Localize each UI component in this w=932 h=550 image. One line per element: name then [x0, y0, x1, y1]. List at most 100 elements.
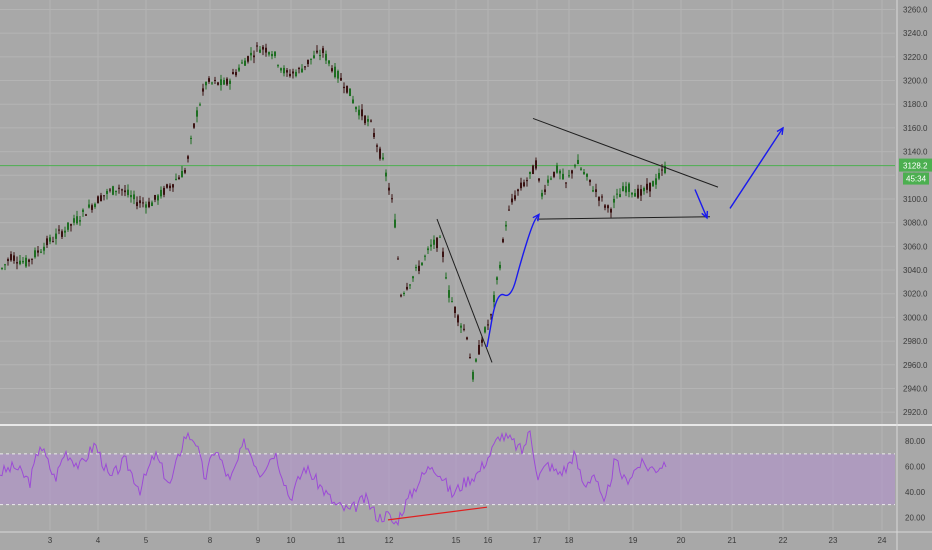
candle-body: [367, 118, 369, 122]
candle-body: [112, 186, 114, 195]
trendline[interactable]: [532, 117, 719, 188]
rsi-line[interactable]: [0, 430, 667, 527]
candle-body: [145, 204, 147, 208]
price-pane[interactable]: [0, 42, 895, 382]
time-tick-label: 22: [779, 536, 788, 545]
trendline[interactable]: [436, 218, 493, 363]
candle-body: [430, 244, 432, 247]
price-tick-label: 3200.0: [903, 77, 928, 86]
projection-arrow[interactable]: [694, 189, 708, 219]
candle-body: [664, 166, 666, 173]
candle-body: [385, 172, 387, 177]
candle-body: [397, 258, 399, 260]
candle-body: [19, 260, 21, 265]
candle-body: [121, 189, 123, 191]
candle-body: [502, 239, 504, 243]
candle-body: [520, 182, 522, 189]
trendline[interactable]: [536, 216, 711, 220]
candle-body: [400, 295, 402, 297]
candle-body: [622, 186, 624, 192]
candle-body: [373, 132, 375, 138]
candle-body: [655, 178, 657, 185]
price-tick-label: 3220.0: [903, 53, 928, 62]
candle-body: [580, 168, 582, 170]
rsi-tick-label: 40.00: [905, 488, 926, 497]
candle-body: [511, 198, 513, 203]
rsi-pane[interactable]: [0, 430, 895, 527]
candle-body: [418, 265, 420, 271]
candle-body: [610, 209, 612, 213]
candle-body: [67, 222, 69, 230]
candle-body: [190, 137, 192, 139]
candle-body: [151, 202, 153, 206]
candle-body: [274, 51, 276, 57]
candle-body: [346, 85, 348, 93]
candle-body: [79, 220, 81, 222]
candle-body: [253, 55, 255, 58]
candle-body: [364, 115, 366, 124]
candle-body: [361, 109, 363, 117]
candle-body: [493, 295, 495, 303]
candle-body: [109, 189, 111, 191]
candle-body: [409, 284, 411, 286]
candle-body: [115, 190, 117, 193]
candle-body: [508, 209, 510, 211]
candle-body: [538, 178, 540, 181]
candle-body: [124, 190, 126, 193]
candle-body: [586, 173, 588, 177]
candle-body: [175, 178, 177, 180]
current-price-tag: [899, 158, 932, 172]
candle-body: [595, 189, 597, 192]
candle-body: [457, 315, 459, 323]
candle-body: [517, 189, 519, 192]
candle-body: [169, 185, 171, 189]
rsi-tick-label: 80.00: [905, 437, 926, 446]
candle-body: [202, 88, 204, 92]
candle-body: [646, 183, 648, 190]
candle-body: [64, 230, 66, 233]
candle-body: [496, 277, 498, 280]
candle-body: [7, 259, 9, 262]
candle-body: [571, 170, 573, 174]
price-tick-label: 3100.0: [903, 195, 928, 204]
candle-body: [235, 72, 237, 76]
candle-body: [271, 53, 273, 57]
candle-body: [241, 62, 243, 64]
candle-body: [301, 68, 303, 73]
candle-body: [211, 82, 213, 84]
candle-body: [415, 266, 417, 269]
divergence-line[interactable]: [387, 506, 488, 521]
candle-body: [469, 356, 471, 359]
candle-body: [601, 196, 603, 198]
candle-body: [289, 73, 291, 77]
projection-arrow[interactable]: [729, 127, 784, 209]
candle-body: [358, 109, 360, 116]
candle-body: [142, 202, 144, 204]
candle-body: [76, 216, 78, 224]
candle-body: [10, 254, 12, 261]
candle-body: [394, 219, 396, 228]
candle-body: [529, 171, 531, 174]
candle-body: [217, 82, 219, 85]
price-tick-label: 3020.0: [903, 290, 928, 299]
candle-body: [256, 45, 258, 47]
candle-body: [85, 214, 87, 216]
candle-body: [157, 195, 159, 201]
candle-body: [550, 178, 552, 180]
candle-body: [349, 88, 351, 96]
time-tick-label: 20: [677, 536, 686, 545]
candle-body: [37, 250, 39, 253]
candle-body: [382, 157, 384, 160]
time-tick-label: 19: [629, 536, 638, 545]
candle-body: [88, 204, 90, 208]
projection-arrow[interactable]: [486, 213, 540, 348]
candle-body: [466, 337, 468, 340]
candle-body: [166, 184, 168, 188]
rsi-band: [0, 453, 895, 505]
candle-body: [427, 248, 429, 251]
candle-body: [625, 186, 627, 193]
time-tick-label: 23: [829, 536, 838, 545]
price-tick-label: 2980.0: [903, 337, 928, 346]
candle-body: [265, 47, 267, 53]
